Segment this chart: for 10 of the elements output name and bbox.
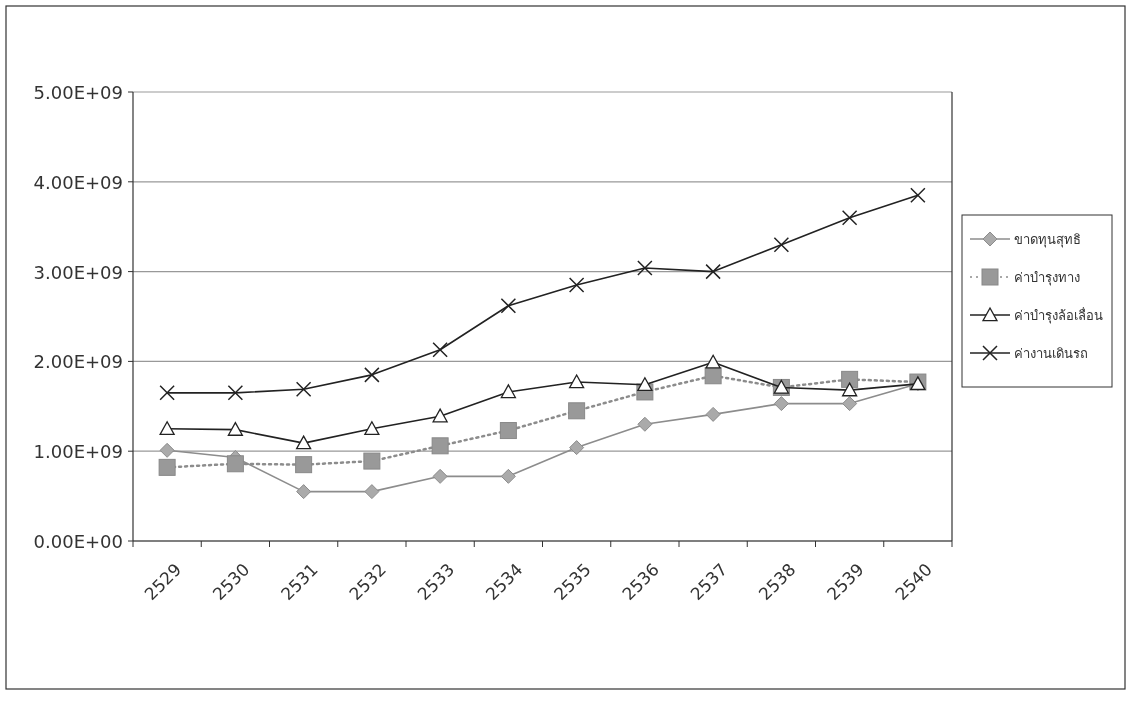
y-tick-label: 3.00E+09 <box>33 261 123 283</box>
legend-label: ค่าบำรุงทาง <box>1014 270 1080 286</box>
y-tick-label: 5.00E+09 <box>33 82 123 103</box>
legend-label: ค่าบำรุงล้อเลื่อน <box>1014 307 1103 324</box>
legend-label: ค่างานเดินรถ <box>1014 346 1088 361</box>
y-tick-label: 4.00E+09 <box>33 171 123 193</box>
legend-label: ขาดทุนสุทธิ <box>1014 232 1081 248</box>
y-tick-label: 2.00E+09 <box>33 351 123 373</box>
y-tick-label: 1.00E+09 <box>33 441 123 463</box>
y-tick-label: 0.00E+00 <box>33 531 123 552</box>
